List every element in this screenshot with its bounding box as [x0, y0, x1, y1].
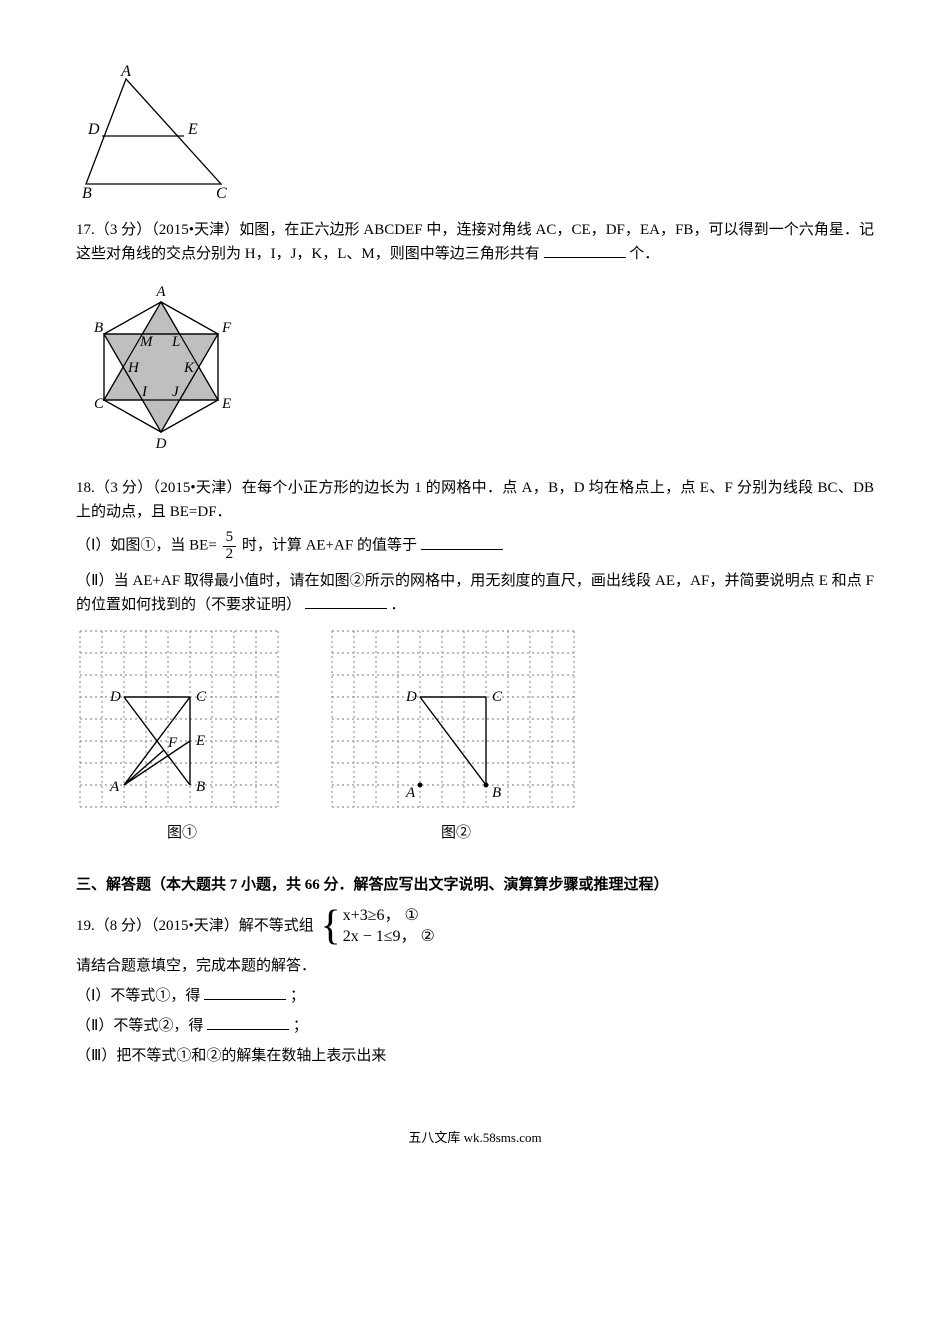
q19-p2: （Ⅱ）不等式②，得 ；	[76, 1014, 874, 1038]
q19-p2-text: （Ⅱ）不等式②，得	[76, 1018, 203, 1034]
q18-part2-suffix: ．	[391, 597, 406, 613]
label-B: B	[82, 185, 92, 202]
triangle-svg: A B C D E	[76, 64, 236, 204]
g2-C: C	[492, 689, 503, 705]
hex-D: D	[155, 436, 167, 452]
g2-A: A	[405, 785, 416, 801]
grid-figures-row: D C E F A B 图① D C A	[76, 627, 874, 845]
q19-l1-eq: x+3≥6，	[343, 907, 401, 924]
q19-line1: x+3≥6， ①	[343, 905, 435, 927]
g2-B: B	[492, 785, 501, 801]
q19-prefix: 19.（8 分）（2015•天津）解不等式组	[76, 918, 314, 934]
g2-dot-A	[418, 782, 423, 787]
page-footer: 五八文库 wk.58sms.com	[76, 1128, 874, 1149]
frac-den: 2	[223, 547, 237, 563]
grid1-svg: D C E F A B	[76, 627, 288, 817]
hex-H: H	[127, 360, 140, 376]
grid2-caption: 图②	[328, 821, 584, 845]
grid2-svg: D C A B	[328, 627, 584, 817]
q19-p1: （Ⅰ）不等式①，得 ；	[76, 984, 874, 1008]
q18-part1-suffix: 时，计算 AE+AF 的值等于	[242, 538, 417, 554]
triangle-figure: A B C D E	[76, 64, 874, 204]
q19-p1-suffix: ；	[290, 988, 305, 1004]
g1-E: E	[195, 733, 205, 749]
g1-B: B	[196, 779, 205, 795]
g2-D: D	[405, 689, 417, 705]
hex-K: K	[183, 360, 195, 376]
q18-blank2	[305, 593, 387, 609]
q19-intro: 请结合题意填空，完成本题的解答．	[76, 954, 874, 978]
q18-part1-prefix: （Ⅰ）如图①，当 BE=	[76, 538, 217, 554]
q19-blank1	[204, 984, 286, 1000]
hex-B: B	[94, 320, 103, 336]
q18-part1: （Ⅰ）如图①，当 BE= 5 2 时，计算 AE+AF 的值等于	[76, 530, 874, 563]
q18-line1: 18.（3 分）（2015•天津）在每个小正方形的边长为 1 的网格中．点 A，…	[76, 476, 874, 524]
q19-p1-text: （Ⅰ）不等式①，得	[76, 988, 200, 1004]
q18-blank1	[421, 534, 503, 550]
brace-icon: {	[321, 905, 341, 947]
hex-C: C	[94, 396, 105, 412]
q17-suffix: 个．	[629, 246, 659, 262]
grid1-caption: 图①	[76, 821, 288, 845]
q19-p3: （Ⅲ）把不等式①和②的解集在数轴上表示出来	[76, 1044, 874, 1068]
label-E: E	[187, 121, 198, 138]
q19-blank2	[207, 1014, 289, 1030]
hex-A: A	[155, 284, 166, 300]
q19-p2-suffix: ；	[293, 1018, 308, 1034]
frac-num: 5	[223, 530, 237, 547]
hex-F: F	[221, 320, 232, 336]
hex-I: I	[141, 384, 148, 400]
hexagram-figure: A B C D E F M L H K I J	[76, 272, 874, 462]
hex-M: M	[139, 334, 154, 350]
q19-c2: ②	[421, 928, 435, 945]
q19-line2: 2x − 1≤9， ②	[343, 926, 435, 948]
hex-E: E	[221, 396, 231, 412]
hex-L: L	[171, 334, 180, 350]
g2-dot-B	[484, 782, 489, 787]
grid2-block: D C A B 图②	[328, 627, 584, 845]
q17-text: 17.（3 分）（2015•天津）如图，在正六边形 ABCDEF 中，连接对角线…	[76, 218, 874, 266]
q17-blank	[544, 242, 626, 258]
section3-title: 三、解答题（本大题共 7 小题，共 66 分．解答应写出文字说明、演算算步骤或推…	[76, 873, 874, 897]
label-D: D	[87, 121, 100, 138]
grid1-block: D C E F A B 图①	[76, 627, 288, 845]
q18-part2-text: （Ⅱ）当 AE+AF 取得最小值时，请在如图②所示的网格中，用无刻度的直尺，画出…	[76, 573, 874, 613]
q19-system: { x+3≥6， ① 2x − 1≤9， ②	[321, 905, 435, 948]
g1-C: C	[196, 689, 207, 705]
g1-D: D	[109, 689, 121, 705]
g1-F: F	[167, 735, 178, 751]
q19-text: 19.（8 分）（2015•天津）解不等式组 { x+3≥6， ① 2x − 1…	[76, 905, 874, 948]
label-C: C	[216, 185, 227, 202]
q17-prefix: 17.（3 分）（2015•天津）如图，在正六边形 ABCDEF 中，连接对角线…	[76, 222, 874, 262]
q18-part2: （Ⅱ）当 AE+AF 取得最小值时，请在如图②所示的网格中，用无刻度的直尺，画出…	[76, 569, 874, 617]
q18-fraction: 5 2	[223, 530, 237, 563]
q19-c1: ①	[405, 907, 419, 924]
hexagram-svg: A B C D E F M L H K I J	[76, 272, 246, 462]
q19-l2-eq: 2x − 1≤9，	[343, 928, 417, 945]
label-A: A	[120, 64, 131, 80]
g1-A: A	[109, 779, 120, 795]
